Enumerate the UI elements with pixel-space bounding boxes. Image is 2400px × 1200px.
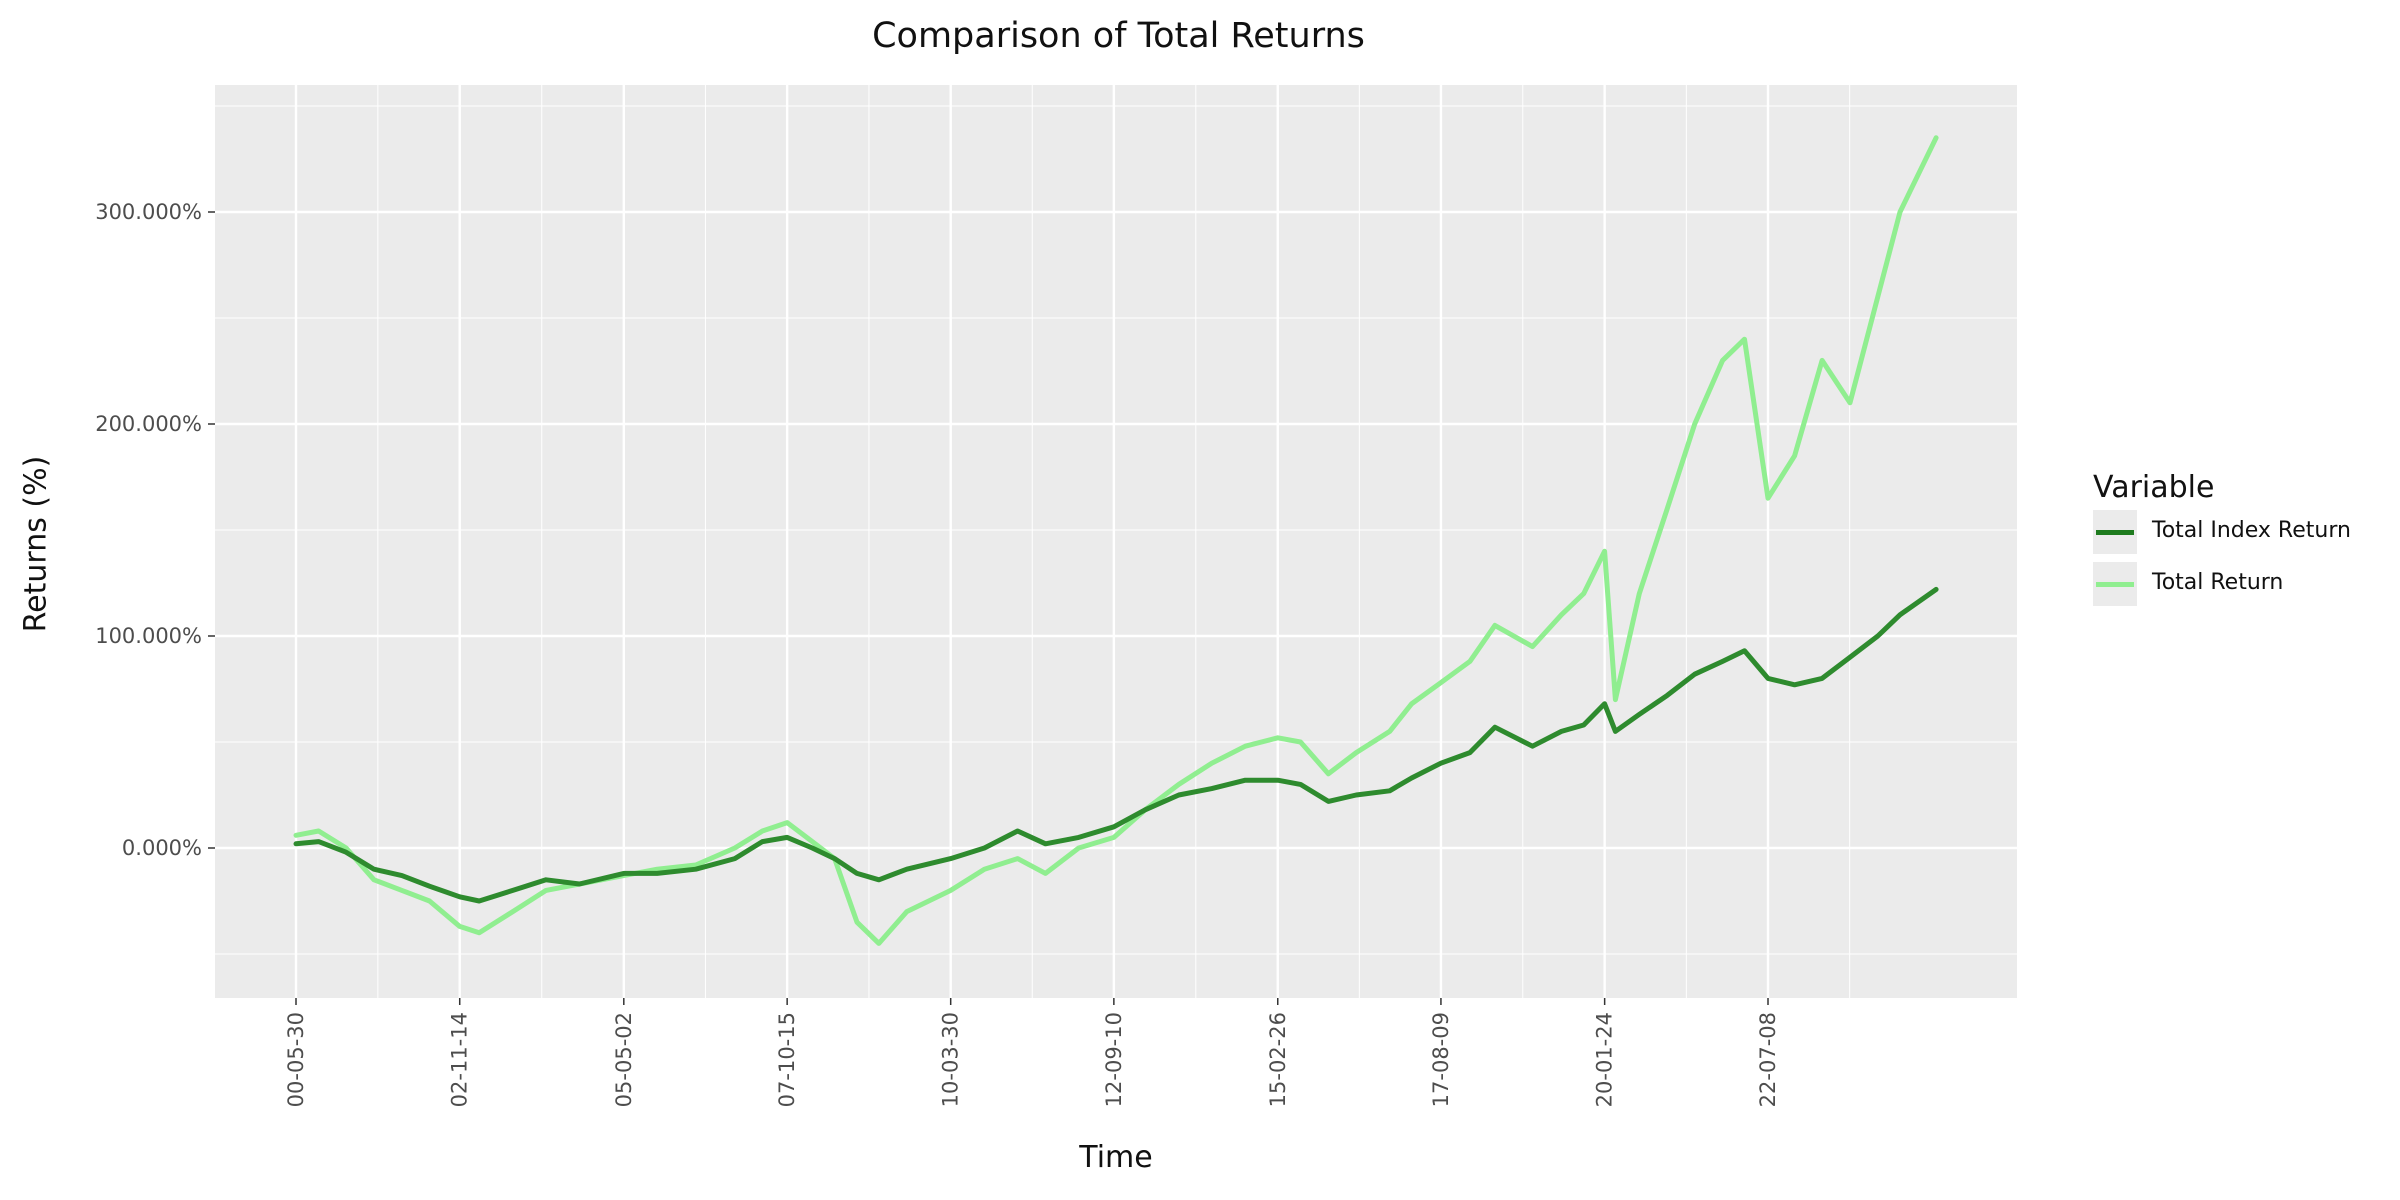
y-axis: 0.000% 100.000% 200.000% 300.000%	[95, 200, 215, 860]
legend-label: Total Index Return	[2152, 518, 2351, 543]
legend-key	[2093, 562, 2137, 606]
series-line-total-return	[293, 135, 1939, 946]
x-axis-label: Time	[1079, 1140, 1153, 1175]
y-tick-label: 100.000%	[95, 624, 202, 648]
x-tick-label: 17-08-09	[1429, 1012, 1453, 1107]
chart-title: Comparison of Total Returns	[872, 16, 1365, 56]
y-tick-label: 200.000%	[95, 412, 202, 436]
x-axis: 00-05-30 02-11-14 05-05-02 07-10-15 10-03-30…	[284, 998, 1780, 1107]
legend-key	[2093, 510, 2137, 554]
x-tick-label: 02-11-14	[448, 1012, 472, 1107]
y-tick-label: 300.000%	[95, 200, 202, 224]
legend-title: Variable	[2093, 470, 2215, 505]
y-tick-label: 0.000%	[122, 836, 202, 860]
legend-line-swatch	[2096, 582, 2134, 587]
minor-gridlines	[215, 85, 2017, 998]
x-tick-label: 12-09-10	[1102, 1012, 1126, 1107]
legend-label: Total Return	[2152, 570, 2284, 595]
x-tick-label: 20-01-24	[1593, 1012, 1617, 1107]
major-gridlines	[215, 85, 2017, 998]
y-axis-label: Returns (%)	[18, 455, 54, 633]
x-tick-label: 15-02-26	[1266, 1012, 1290, 1107]
legend-line-swatch	[2096, 530, 2134, 535]
plot-panel-background	[215, 85, 2017, 998]
x-tick-label: 07-10-15	[775, 1012, 799, 1107]
x-tick-label: 10-03-30	[939, 1012, 963, 1107]
x-tick-label: 22-07-08	[1756, 1012, 1780, 1107]
series-lines	[293, 135, 1939, 946]
x-tick-label: 00-05-30	[284, 1012, 308, 1107]
series-line-total-index-return	[293, 586, 1939, 904]
x-tick-label: 05-05-02	[612, 1012, 636, 1107]
